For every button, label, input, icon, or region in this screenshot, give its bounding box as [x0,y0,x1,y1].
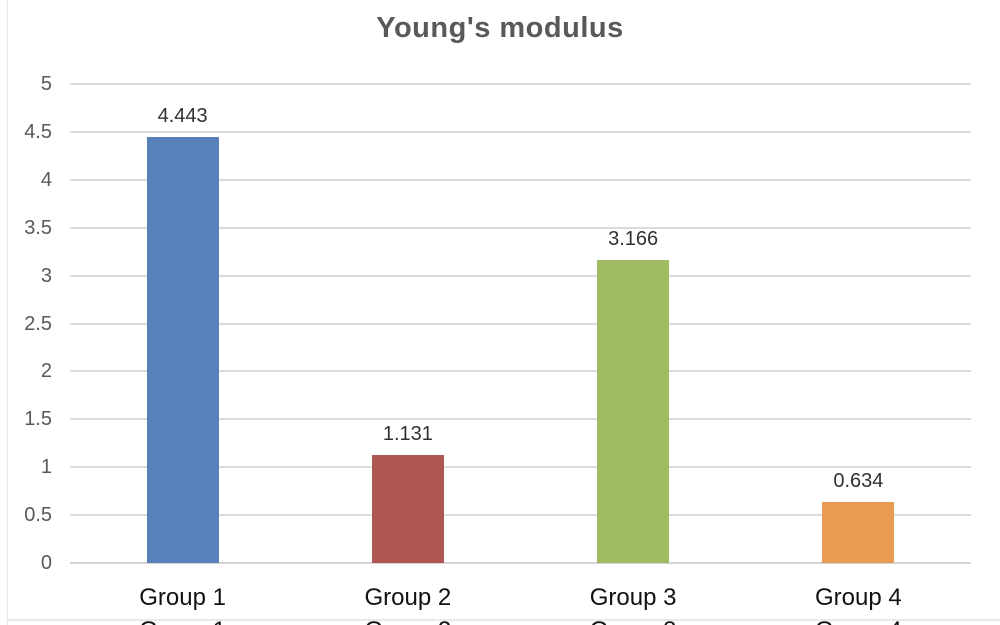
y-axis-tick-label: 3.5 [24,216,52,239]
x-axis-category-label: Group 4 [815,584,902,611]
y-axis-tick-label: 1 [40,456,52,479]
y-axis-tick-label: 0.5 [24,504,52,527]
gridline-y-1.5 [70,418,971,421]
gridline-y-0 [70,562,971,564]
bar-group-2 [371,454,444,563]
bar-value-label: 0.634 [833,470,884,493]
x-axis-category-label-clipped: Group 2 [308,616,508,625]
gridline-y-0.5 [70,514,971,517]
x-axis-category-label: Group 1 [139,584,226,611]
x-axis-category-label-clipped: Group 1 [83,616,283,625]
gridline-y-2.5 [70,322,971,325]
gridline-y-2 [70,370,971,373]
x-axis-category-label-clipped: Group 4 [758,616,958,625]
gridline-y-1 [70,466,971,469]
chart-frame-left-line [7,0,8,625]
bar-group-3 [597,259,670,563]
y-axis-tick-label: 3 [40,264,52,287]
bar-group-4 [822,502,895,563]
x-axis-category-label-clipped: Group 3 [533,616,733,625]
y-axis-tick-label: 0 [40,552,52,574]
y-axis-tick-label: 4.5 [24,120,52,143]
bar-group-1 [146,137,219,563]
gridline-y-4.5 [70,130,971,133]
x-axis-category-label: Group 2 [364,584,452,611]
y-axis-tick-label: 5 [40,73,52,95]
x-axis-category-label: Group 3 [589,584,677,611]
gridline-y-5 [70,83,971,85]
gridline-y-3 [70,274,971,277]
y-axis-tick-label: 4 [40,168,52,191]
chart-frame-bottom-line [7,619,1000,621]
gridline-y-4 [70,178,971,181]
bar-value-label: 1.131 [382,422,433,445]
y-axis-tick-label: 1.5 [24,408,52,431]
bar-value-label: 4.443 [157,105,208,128]
y-axis-tick-label: 2.5 [24,312,52,335]
bar-value-label: 3.166 [608,227,659,250]
gridline-y-3.5 [70,226,971,229]
y-axis-tick-label: 2 [40,360,52,383]
chart-title: Young's modulus [376,12,624,44]
